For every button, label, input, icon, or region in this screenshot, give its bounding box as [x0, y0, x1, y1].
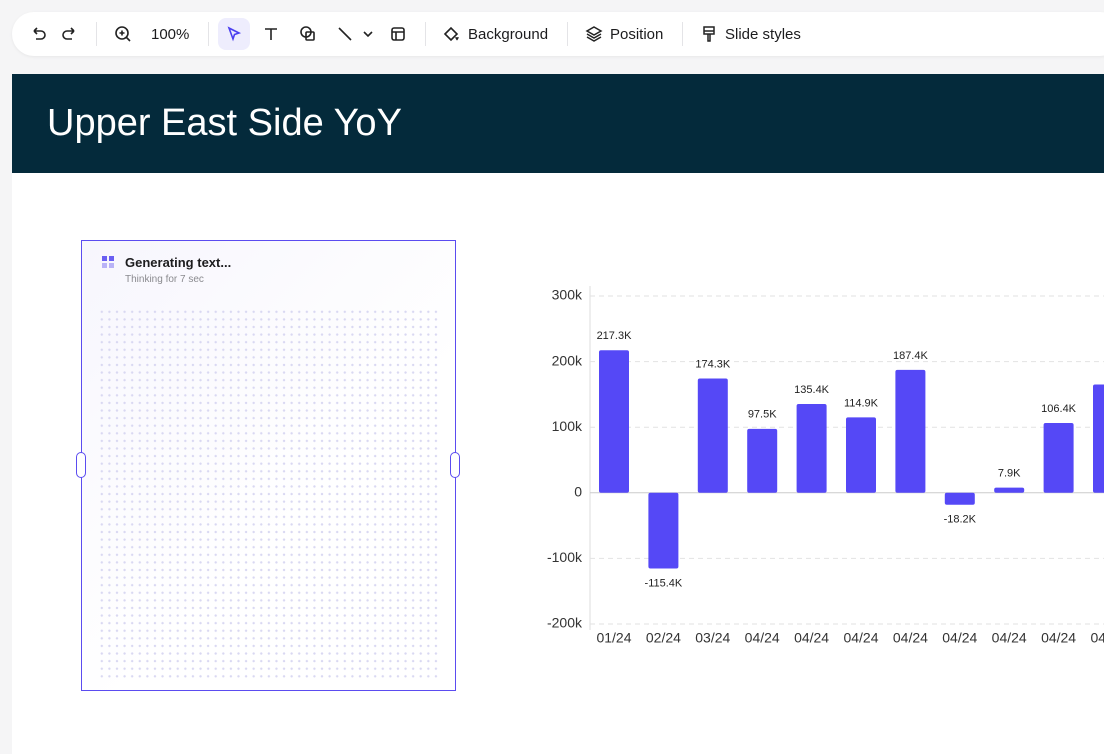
undo-icon[interactable] [28, 24, 48, 44]
data-label: 7.9K [998, 468, 1021, 480]
background-icon[interactable] [441, 24, 461, 44]
x-tick-label: 04/24 [942, 630, 977, 646]
bar [1093, 384, 1104, 493]
x-tick-label: 04/24 [745, 630, 780, 646]
data-label: 106.4K [1041, 403, 1077, 415]
y-tick-label: 200k [552, 352, 583, 368]
data-label: 174.3K [695, 358, 731, 370]
x-tick-label: 04/24 [893, 630, 928, 646]
data-label: 114.9K [844, 397, 879, 409]
text-tool[interactable] [261, 24, 281, 44]
x-tick-label: 04/24 [843, 630, 878, 646]
separator [682, 22, 683, 46]
bar [994, 487, 1025, 493]
data-label: 217.3K [597, 330, 633, 342]
separator [567, 22, 568, 46]
table-tool[interactable] [388, 24, 408, 44]
zoom-level[interactable]: 100% [151, 26, 190, 43]
x-tick-label: 01/24 [596, 630, 631, 646]
status-text: Generating text... [125, 255, 232, 270]
position-button[interactable]: Position [610, 26, 664, 43]
slide-styles-button[interactable]: Slide styles [725, 26, 801, 43]
data-label: -18.2K [944, 514, 977, 526]
redo-icon[interactable] [60, 24, 80, 44]
y-tick-label: 300k [552, 287, 583, 303]
resize-handle[interactable] [76, 452, 86, 478]
resize-handle[interactable] [450, 452, 460, 478]
separator [96, 22, 97, 46]
separator [208, 22, 209, 46]
position-icon[interactable] [584, 24, 604, 44]
data-label: 187.4K [893, 350, 929, 362]
status-subtitle: Thinking for 7 sec [125, 274, 204, 285]
ai-icon [102, 256, 114, 268]
x-tick-label: 04/24 [1041, 630, 1076, 646]
select-icon[interactable] [224, 24, 244, 44]
data-label: 97.5K [748, 409, 777, 421]
bar [944, 492, 975, 505]
y-tick-label: 100k [552, 418, 583, 434]
bar [747, 428, 778, 493]
line-tool[interactable] [335, 24, 355, 44]
styles-icon[interactable] [699, 24, 719, 44]
x-tick-label: 03/24 [695, 630, 730, 646]
bar [895, 369, 926, 493]
zoom-icon[interactable] [113, 24, 133, 44]
slide-title[interactable]: Upper East Side YoY [47, 102, 402, 144]
x-tick-label: 04/24 [794, 630, 829, 646]
line-dropdown[interactable] [358, 24, 378, 44]
data-label: -115.4K [645, 577, 683, 589]
y-tick-label: 0 [574, 484, 582, 500]
bar [796, 403, 827, 493]
y-tick-label: -200k [547, 615, 583, 631]
loading-pattern [98, 308, 440, 678]
slide-header [12, 74, 1104, 173]
chart: -200k -100k 0 100k 200k 300k 01/24 217.3K 02/24 -… [547, 286, 1104, 646]
bar [1043, 423, 1074, 493]
shape-tool[interactable] [298, 24, 318, 44]
bar [846, 417, 876, 493]
separator [425, 22, 426, 46]
bar [599, 350, 629, 493]
y-tick-label: -100k [547, 549, 583, 565]
x-tick-label: 02/24 [646, 630, 681, 646]
toolbar: 100% Background Position Slide styles [12, 12, 1104, 56]
background-button[interactable]: Background [468, 26, 549, 43]
x-tick-label: 04/24 [992, 630, 1027, 646]
data-label: 135.4K [794, 384, 830, 396]
bar [648, 492, 679, 569]
x-tick-label: 04/24 [1090, 630, 1104, 646]
bar [697, 378, 728, 493]
